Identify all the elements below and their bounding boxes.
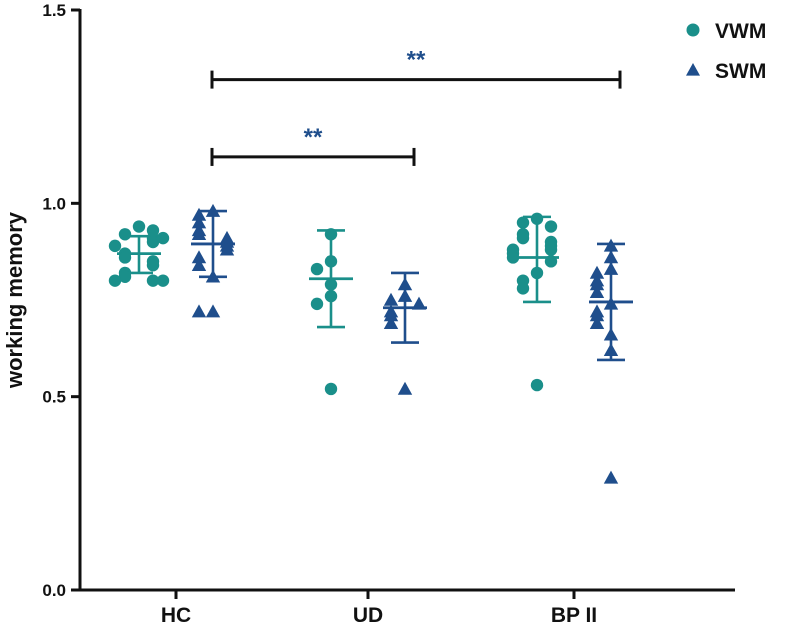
swm-point (589, 277, 605, 291)
vwm-point (118, 251, 132, 264)
vwm-point (530, 212, 544, 225)
y-tick-label: 0.5 (42, 388, 66, 407)
swm-point (191, 258, 207, 271)
vwm-point (544, 220, 558, 233)
vwm-point (324, 289, 338, 303)
swm-point (589, 316, 605, 329)
swm-point (603, 238, 619, 252)
vwm-point (146, 274, 160, 287)
swm-point (397, 288, 413, 302)
swm-point (191, 215, 207, 229)
vwm-point (146, 235, 160, 249)
swm-point (589, 308, 605, 322)
swm-point (219, 242, 235, 256)
swm-point (397, 277, 413, 291)
swm-point (411, 296, 427, 310)
vwm-point (108, 274, 122, 287)
vwm-point (146, 259, 160, 272)
vwm-point (310, 262, 324, 276)
swm-point (205, 269, 221, 283)
vwm-point (516, 282, 530, 295)
swm-point (603, 250, 619, 264)
x-tick-label: BP II (551, 604, 597, 627)
swm-point (589, 285, 605, 299)
vwm-point (516, 216, 530, 229)
vwm-point (156, 231, 170, 245)
swm-point (603, 343, 619, 357)
swm-point (383, 308, 399, 322)
swm-point (603, 470, 619, 484)
vwm-point (506, 251, 520, 264)
y-tick-label: 0.0 (42, 581, 66, 600)
vwm-point (108, 239, 122, 253)
vwm-point (156, 274, 170, 287)
vwm-point (530, 378, 544, 392)
swm-point (383, 316, 399, 329)
legend-item-vwm: VWM (686, 20, 766, 43)
legend: VWM SWM (686, 20, 766, 83)
axes: 0.0 0.5 1.0 1.5 HC UD BP II (42, 1, 735, 627)
legend-label: VWM (715, 20, 766, 43)
legend-label: SWM (715, 60, 766, 83)
swm-point (191, 304, 207, 318)
significance-label: ** (304, 124, 323, 151)
vwm-point (516, 231, 530, 245)
swm-point (205, 304, 221, 318)
vwm-point (544, 255, 558, 268)
swm-point (205, 203, 221, 217)
significance-bracket: ** (210, 124, 416, 166)
swm-point (603, 261, 619, 275)
vwm-point (530, 266, 544, 280)
vwm-point (132, 220, 146, 233)
swm-point (383, 292, 399, 306)
vwm-point (118, 270, 132, 283)
swm-point (603, 327, 619, 341)
swm-point (191, 227, 207, 241)
vwm-point (324, 382, 338, 396)
x-tick-label: HC (161, 604, 191, 627)
x-tick-label: UD (353, 604, 383, 627)
swm-point (589, 265, 605, 279)
vwm-point (544, 243, 558, 256)
data-points (108, 203, 619, 484)
y-tick-label: 1.0 (42, 194, 66, 213)
vwm-point (118, 228, 132, 241)
y-tick-label: 1.5 (42, 1, 66, 20)
legend-item-swm: SWM (686, 60, 766, 83)
significance-label: ** (407, 47, 426, 74)
swm-point (191, 250, 207, 264)
swm-point (397, 381, 413, 395)
y-axis-label: working memory (2, 211, 27, 389)
swm-point (603, 296, 619, 310)
vwm-point (324, 278, 338, 291)
swm-point (191, 207, 207, 221)
vwm-point (310, 297, 324, 311)
vwm-point (324, 228, 338, 241)
legend-triangle-icon (686, 63, 700, 76)
legend-circle-icon (686, 23, 700, 37)
significance-brackets: ** ** (210, 47, 622, 166)
vwm-point (324, 255, 338, 268)
significance-bracket: ** (210, 47, 622, 89)
